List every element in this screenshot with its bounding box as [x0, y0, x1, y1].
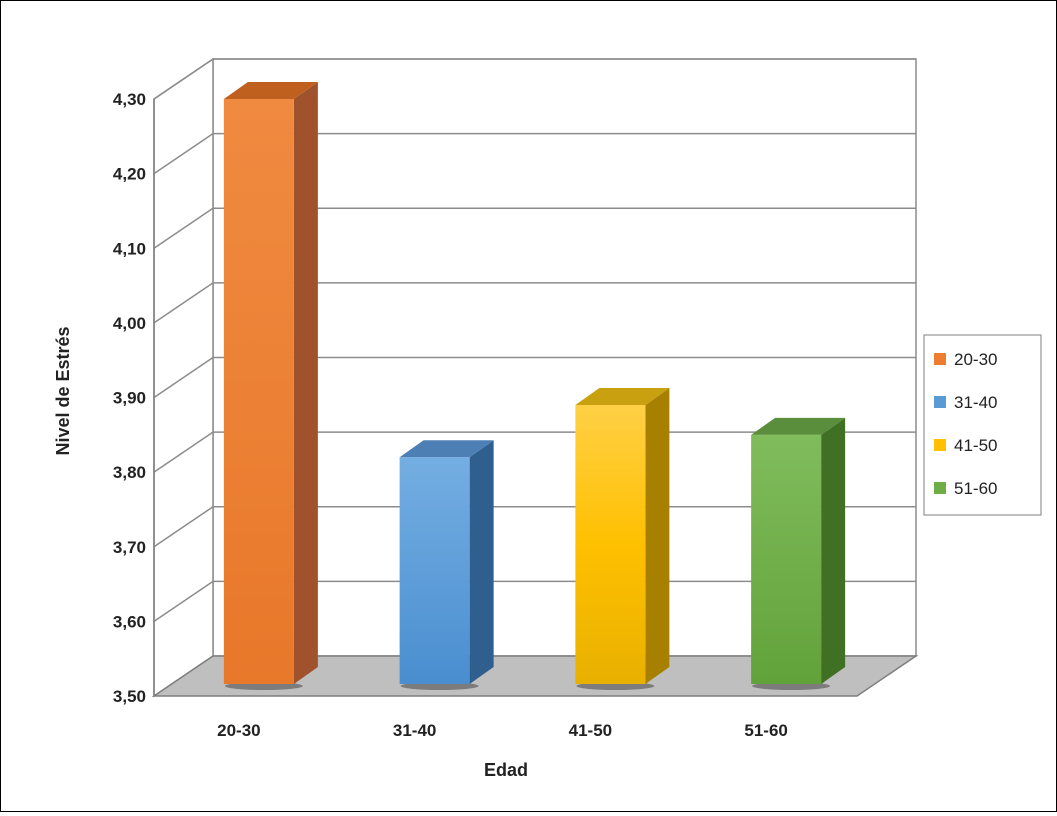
y-tick-label: 3,60: [113, 612, 146, 631]
y-tick-labels: 3,50 3,60 3,70 3,80 3,90 4,00 4,10 4,20 4,30: [113, 90, 146, 706]
legend: 20-30 31-40 41-50 51-60: [923, 334, 1042, 516]
y-tick-label: 3,80: [113, 463, 146, 482]
y-axis-title: Nivel de Estrés: [53, 326, 73, 455]
bar-side: [821, 417, 846, 684]
gridline-side: [153, 207, 214, 249]
legend-swatch: [934, 439, 946, 451]
bar-side: [293, 82, 318, 684]
bar-51-60: [751, 434, 822, 684]
x-axis-title: Edad: [484, 760, 528, 780]
y-tick-label: 4,00: [113, 314, 146, 333]
bar-31-40: [399, 457, 470, 684]
bar-20-30: [223, 99, 294, 684]
x-tick-label: 41-50: [569, 721, 612, 740]
gridline-side: [153, 58, 214, 100]
legend-swatch: [934, 482, 946, 494]
gridline-side: [153, 356, 214, 399]
floor-plane: [151, 655, 919, 697]
gridline-side: [153, 506, 214, 548]
gridline-side: [153, 133, 214, 175]
legend-entry: 51-60: [954, 479, 997, 498]
x-tick-label: 31-40: [393, 721, 436, 740]
y-tick-label: 3,50: [113, 687, 146, 706]
legend-entry: 41-50: [954, 436, 997, 455]
legend-entry: 31-40: [954, 393, 997, 412]
bar-top: [399, 440, 494, 458]
gridline-side: [153, 282, 214, 324]
bar-side: [469, 440, 494, 684]
y-tick-label: 3,90: [113, 389, 146, 408]
y-tick-label: 4,20: [113, 165, 146, 184]
gridline-side: [153, 431, 214, 473]
bar-top: [751, 417, 846, 435]
bars: [223, 82, 846, 690]
gridline-side: [153, 580, 214, 622]
legend-swatch: [934, 396, 946, 408]
legend-swatch: [934, 353, 946, 365]
bar-top: [223, 82, 318, 99]
x-tick-label: 51-60: [744, 721, 787, 740]
bar-41-50: [575, 404, 646, 684]
bar-side: [645, 387, 670, 684]
bar-top: [575, 387, 670, 405]
y-tick-label: 4,30: [113, 90, 146, 109]
y-tick-label: 3,70: [113, 538, 146, 557]
chart-floor: [151, 99, 919, 697]
x-tick-label: 20-30: [217, 721, 260, 740]
y-tick-label: 4,10: [113, 239, 146, 258]
legend-entry: 20-30: [954, 350, 997, 369]
x-tick-labels: 20-30 31-40 41-50 51-60: [217, 721, 788, 740]
